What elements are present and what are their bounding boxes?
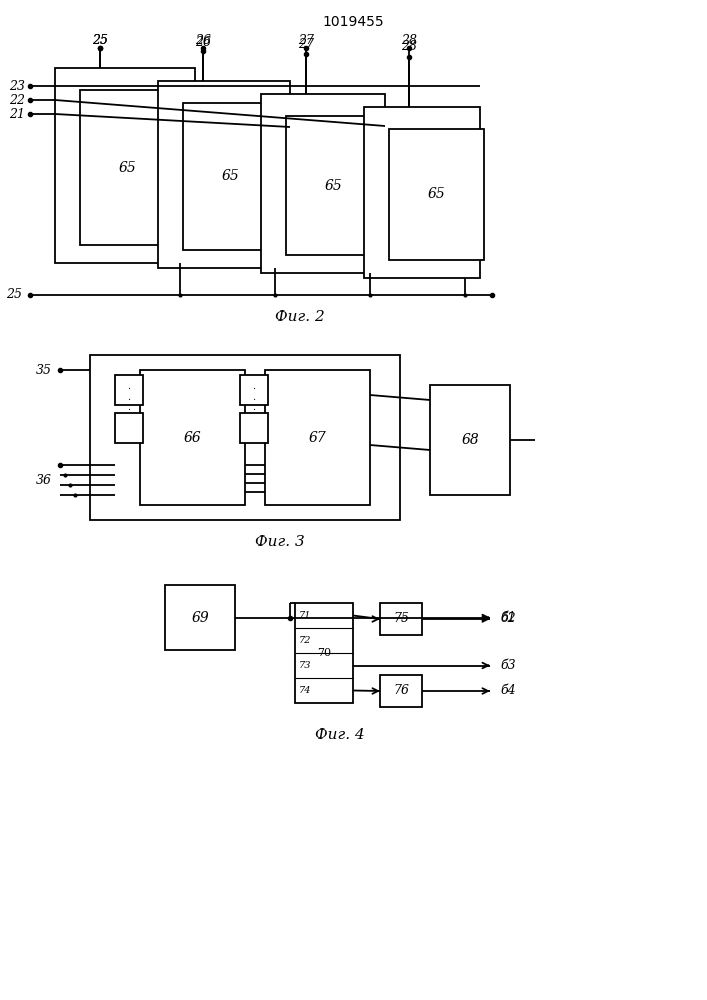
Bar [140, 370, 245, 505]
Text: 21: 21 [9, 107, 25, 120]
Text: 65: 65 [325, 178, 342, 192]
Bar [80, 90, 175, 245]
Text: Фиг. 2: Фиг. 2 [275, 310, 325, 324]
Bar [295, 603, 353, 703]
Text: 25: 25 [6, 288, 22, 302]
Bar [261, 94, 385, 273]
Bar [183, 103, 278, 250]
Text: .
.
.: . . . [127, 382, 131, 412]
Text: 25: 25 [92, 33, 108, 46]
Text: б1: б1 [500, 611, 515, 624]
Bar [430, 385, 510, 495]
Text: 35: 35 [36, 363, 52, 376]
Text: 23: 23 [9, 80, 25, 93]
Text: 73: 73 [299, 661, 311, 670]
Text: б2: б2 [500, 612, 515, 626]
Text: 26: 26 [195, 35, 211, 48]
Text: Фиг. 4: Фиг. 4 [315, 728, 365, 742]
Text: 27: 27 [298, 37, 314, 50]
Bar [55, 68, 195, 263]
Text: 68: 68 [461, 433, 479, 447]
Text: 27: 27 [298, 33, 314, 46]
Text: 67: 67 [309, 430, 327, 444]
Text: 76: 76 [393, 684, 409, 698]
Text: 1019455: 1019455 [322, 15, 384, 29]
Text: 70: 70 [317, 648, 331, 658]
Text: 26: 26 [195, 33, 211, 46]
Text: .
.
.: . . . [252, 382, 255, 412]
Text: 69: 69 [191, 610, 209, 624]
Text: 66: 66 [184, 430, 201, 444]
Bar [115, 375, 143, 405]
Text: 74: 74 [299, 686, 311, 695]
Text: 71: 71 [299, 611, 311, 620]
Bar [380, 603, 422, 635]
Bar [240, 413, 268, 443]
Bar [265, 370, 370, 505]
Text: б3: б3 [500, 659, 515, 672]
Text: 22: 22 [9, 94, 25, 106]
Bar [286, 116, 381, 255]
Text: 25: 25 [92, 33, 108, 46]
Bar [380, 675, 422, 707]
Text: 28: 28 [401, 39, 417, 52]
Text: 72: 72 [299, 636, 311, 645]
Bar [389, 129, 484, 260]
Bar [240, 375, 268, 405]
Text: 65: 65 [428, 188, 445, 202]
Bar [364, 107, 480, 278]
Text: Фиг. 3: Фиг. 3 [255, 535, 305, 549]
Bar [165, 585, 235, 650]
Bar [90, 355, 400, 520]
Bar [115, 413, 143, 443]
Text: 36: 36 [36, 474, 52, 487]
Text: б4: б4 [500, 684, 515, 698]
Text: 75: 75 [393, 612, 409, 626]
Bar [158, 81, 290, 268]
Text: 65: 65 [119, 160, 136, 174]
Text: 65: 65 [221, 169, 240, 184]
Text: 28: 28 [401, 33, 417, 46]
